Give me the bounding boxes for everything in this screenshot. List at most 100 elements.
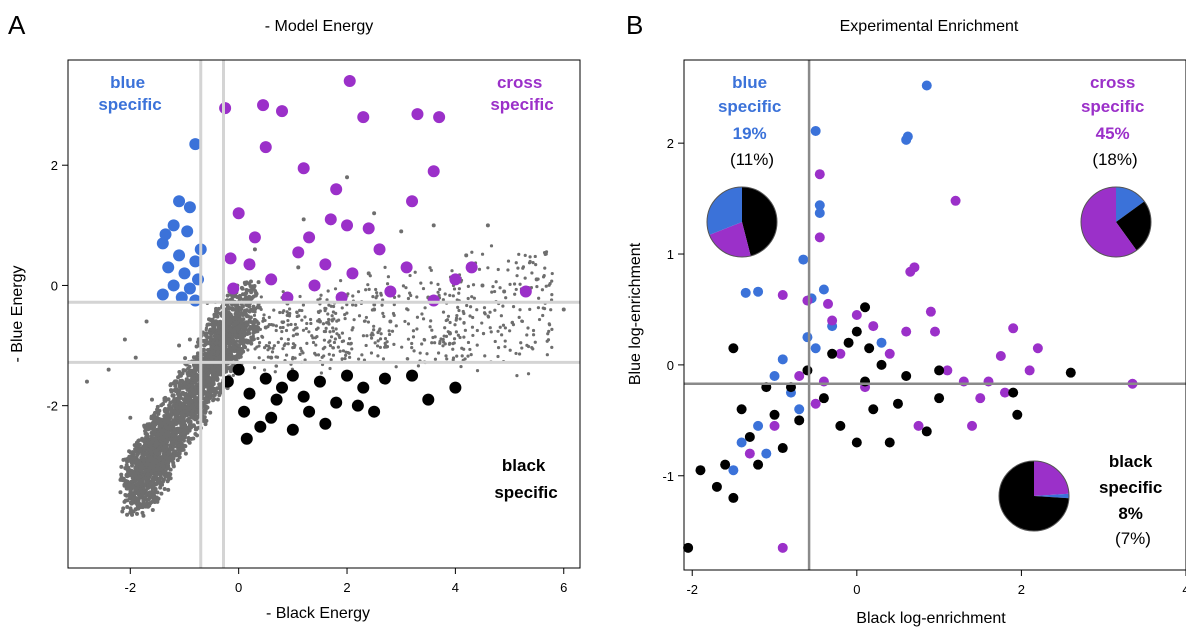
scatter-point bbox=[925, 306, 936, 317]
scatter-point bbox=[233, 354, 237, 359]
scatter-point bbox=[260, 334, 264, 338]
scatter-point bbox=[230, 338, 235, 343]
scatter-point bbox=[130, 463, 135, 468]
scatter-point bbox=[332, 304, 336, 309]
scatter-point bbox=[230, 348, 234, 352]
scatter-point bbox=[519, 285, 532, 298]
scatter-point bbox=[140, 510, 145, 515]
panel-a-plot bbox=[68, 60, 580, 568]
scatter-point bbox=[508, 282, 512, 287]
scatter-point bbox=[442, 340, 446, 344]
scatter-point bbox=[543, 266, 547, 270]
scatter-point bbox=[351, 399, 364, 412]
scatter-point bbox=[753, 459, 764, 470]
scatter-point bbox=[215, 310, 220, 315]
scatter-point bbox=[276, 340, 280, 344]
scatter-point bbox=[346, 267, 359, 280]
scatter-point bbox=[258, 327, 262, 331]
scatter-point bbox=[519, 341, 523, 345]
scatter-point bbox=[411, 329, 416, 333]
scatter-point bbox=[327, 352, 331, 356]
scatter-point bbox=[354, 303, 358, 307]
scatter-point bbox=[380, 303, 384, 307]
scatter-point bbox=[146, 440, 151, 445]
scatter-point bbox=[388, 319, 393, 324]
scatter-point bbox=[267, 341, 272, 345]
scatter-point bbox=[216, 335, 221, 339]
scatter-point bbox=[173, 449, 178, 454]
scatter-point bbox=[501, 304, 505, 308]
panel-a-title: - Model Energy bbox=[265, 18, 374, 35]
scatter-point bbox=[238, 330, 242, 334]
scatter-point bbox=[211, 370, 216, 375]
scatter-point bbox=[284, 328, 289, 333]
scatter-point bbox=[245, 323, 249, 327]
scatter-point bbox=[269, 355, 274, 360]
scatter-point bbox=[159, 491, 164, 496]
scatter-point bbox=[161, 401, 166, 406]
scatter-point bbox=[316, 353, 321, 357]
scatter-point bbox=[157, 408, 162, 413]
scatter-point bbox=[546, 332, 550, 336]
scatter-point bbox=[155, 490, 160, 495]
scatter-point bbox=[400, 345, 404, 349]
x-tick-label: 2 bbox=[1018, 582, 1025, 597]
scatter-point bbox=[357, 314, 362, 318]
panel-a-frame bbox=[67, 59, 581, 569]
scatter-point bbox=[209, 390, 214, 395]
scatter-point bbox=[456, 333, 460, 337]
scatter-point bbox=[471, 315, 475, 320]
scatter-point bbox=[270, 393, 283, 406]
scatter-point bbox=[468, 314, 472, 318]
scatter-point bbox=[213, 332, 217, 336]
scatter-point bbox=[137, 442, 142, 447]
scatter-point bbox=[489, 330, 493, 334]
scatter-point bbox=[266, 348, 270, 352]
scatter-point bbox=[447, 331, 452, 336]
scatter-point bbox=[151, 484, 156, 489]
scatter-point bbox=[212, 373, 217, 378]
scatter-point bbox=[193, 402, 198, 407]
scatter-point bbox=[472, 296, 476, 300]
scatter-point bbox=[226, 338, 230, 342]
scatter-point bbox=[443, 292, 447, 296]
scatter-point bbox=[240, 342, 244, 346]
scatter-point bbox=[913, 420, 924, 431]
scatter-point bbox=[255, 345, 259, 349]
scatter-point bbox=[155, 467, 160, 472]
scatter-point bbox=[814, 232, 825, 243]
scatter-point bbox=[441, 298, 445, 302]
scatter-point bbox=[376, 354, 380, 358]
scatter-point bbox=[374, 287, 378, 292]
scatter-point bbox=[303, 358, 307, 362]
scatter-point bbox=[314, 343, 318, 347]
scatter-point bbox=[120, 509, 125, 514]
scatter-point bbox=[471, 333, 475, 338]
scatter-point bbox=[149, 446, 154, 451]
scatter-point bbox=[411, 108, 424, 121]
panel-b: B Experimental Enrichment -2 0 2 4 -1 0 1 2 Bl… bbox=[626, 10, 1186, 627]
scatter-point bbox=[178, 405, 183, 410]
scatter-point bbox=[483, 354, 487, 358]
scatter-point bbox=[329, 358, 333, 362]
scatter-point bbox=[219, 330, 223, 335]
scatter-point bbox=[516, 266, 520, 270]
scatter-point bbox=[489, 244, 494, 248]
scatter-point bbox=[449, 381, 462, 394]
scatter-point bbox=[272, 344, 276, 348]
scatter-point bbox=[147, 422, 152, 427]
scatter-point bbox=[243, 327, 247, 331]
scatter-point bbox=[1024, 365, 1035, 376]
scatter-point bbox=[256, 328, 260, 332]
scatter-point bbox=[547, 329, 551, 333]
scatter-point bbox=[301, 303, 306, 307]
scatter-point bbox=[810, 125, 821, 136]
scatter-point bbox=[232, 322, 237, 327]
scatter-point bbox=[326, 289, 330, 293]
panel-b-ylabel: Blue log-enrichment bbox=[627, 242, 644, 385]
scatter-point bbox=[183, 356, 188, 361]
scatter-point bbox=[272, 308, 276, 312]
scatter-point bbox=[356, 290, 361, 294]
scatter-point bbox=[194, 427, 199, 432]
